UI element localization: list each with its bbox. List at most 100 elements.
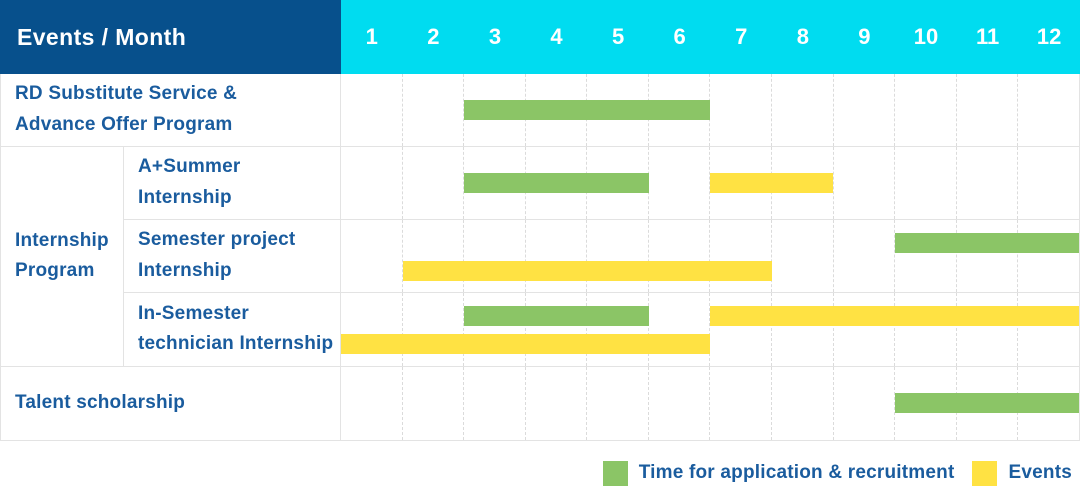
event-bar — [710, 305, 1079, 326]
table-header-row: Events / Month 1 2 3 4 5 6 7 8 9 10 11 12 — [0, 0, 1080, 74]
month-column — [957, 147, 1019, 220]
month-column — [1018, 147, 1079, 219]
month-column — [957, 292, 1019, 366]
month-column — [772, 366, 834, 440]
row-label-line: A+Summer — [138, 156, 241, 178]
event-bar — [402, 261, 772, 282]
month-label: 8 — [796, 24, 809, 49]
event-bar — [341, 333, 710, 354]
row-label-line: Internship — [138, 187, 232, 209]
month-column — [834, 147, 896, 220]
month-column — [526, 220, 588, 292]
event-bar — [710, 173, 833, 194]
month-column — [895, 292, 957, 366]
group-rows: A+Summer Internship Semester project Intern… — [124, 147, 1079, 366]
month-column — [710, 292, 773, 366]
chart-cell — [341, 147, 1079, 220]
application-bar — [894, 393, 1079, 414]
row-label-line: RD Substitute Service & — [15, 83, 238, 105]
month-column — [772, 292, 834, 366]
month-column — [464, 220, 526, 292]
month-label: 7 — [735, 24, 748, 49]
month-column — [526, 292, 588, 366]
month-column — [834, 220, 896, 292]
month-column — [772, 220, 834, 292]
application-bar — [464, 100, 710, 121]
month-label: 12 — [1036, 24, 1062, 49]
application-bar — [894, 233, 1079, 254]
month-column — [403, 292, 465, 366]
row-label: Talent scholarship — [1, 366, 341, 440]
month-label: 9 — [858, 24, 871, 49]
application-bar — [464, 173, 649, 194]
month-label: 2 — [427, 24, 440, 49]
month-column — [649, 366, 711, 440]
month-label: 1 — [365, 24, 378, 49]
month-column — [649, 147, 711, 220]
legend-swatch-event — [972, 460, 998, 486]
month-column — [341, 292, 403, 366]
chart-cell — [341, 220, 1079, 292]
month-column — [341, 220, 403, 292]
chart-cell — [341, 366, 1079, 440]
month-column — [1018, 293, 1079, 366]
month-column — [587, 292, 649, 366]
month-label: 4 — [550, 24, 563, 49]
row-label-line: In-Semester — [138, 302, 249, 324]
legend: Time for application & recruitment Events — [0, 460, 1080, 486]
month-grid — [341, 220, 1079, 292]
month-column — [464, 292, 526, 366]
month-column — [341, 74, 403, 147]
month-column — [1018, 220, 1079, 292]
table-row: A+Summer Internship — [124, 147, 1079, 221]
month-column — [526, 366, 588, 440]
group-label: Internship Program — [1, 147, 124, 366]
month-column — [587, 220, 649, 292]
month-column — [772, 147, 834, 220]
application-bar — [464, 305, 649, 326]
table-row: Talent scholarship — [1, 366, 1079, 440]
month-column — [403, 147, 465, 220]
month-grid — [341, 74, 1079, 147]
month-column — [710, 74, 773, 147]
row-label: Semester project Internship — [124, 220, 341, 292]
legend-label: Events — [1008, 462, 1072, 484]
month-column — [957, 74, 1019, 147]
chart-cell — [341, 74, 1079, 147]
legend-item: Time for application & recruitment — [602, 460, 955, 486]
month-label: 11 — [975, 24, 1000, 49]
chart-cell — [341, 292, 1079, 366]
month-label: 6 — [673, 24, 686, 49]
month-column — [341, 147, 403, 220]
month-column — [649, 220, 711, 292]
month-column — [957, 220, 1019, 292]
row-label-line: technician Internship — [138, 333, 334, 355]
month-column — [464, 366, 526, 440]
month-column — [403, 220, 465, 292]
month-label: 10 — [913, 24, 939, 49]
month-label: 5 — [611, 24, 625, 49]
month-column — [895, 74, 957, 147]
row-label-line: Talent scholarship — [15, 391, 186, 413]
table-row-group: Internship Program A+Summer Internship Semes… — [1, 147, 1079, 367]
month-column — [403, 74, 465, 147]
month-column — [403, 366, 465, 440]
table-row: RD Substitute Service & Advance Offer Pro… — [1, 74, 1079, 148]
row-label: A+Summer Internship — [124, 147, 341, 220]
row-label: In-Semester technician Internship — [124, 292, 341, 366]
month-column — [834, 366, 896, 440]
row-label-line: Advance Offer Program — [15, 114, 233, 136]
events-month-header-cell: Events / Month — [0, 0, 341, 74]
row-label-line: Internship — [15, 229, 109, 251]
row-label-line: Program — [15, 260, 95, 282]
month-column — [834, 74, 896, 147]
month-column — [587, 366, 649, 440]
month-column — [710, 366, 773, 440]
month-column — [834, 292, 896, 366]
month-column — [895, 147, 957, 220]
month-column — [1018, 74, 1079, 146]
row-label-line: Semester project — [138, 229, 296, 251]
table-body: RD Substitute Service & Advance Offer Pro… — [0, 74, 1080, 441]
month-column — [341, 366, 403, 440]
